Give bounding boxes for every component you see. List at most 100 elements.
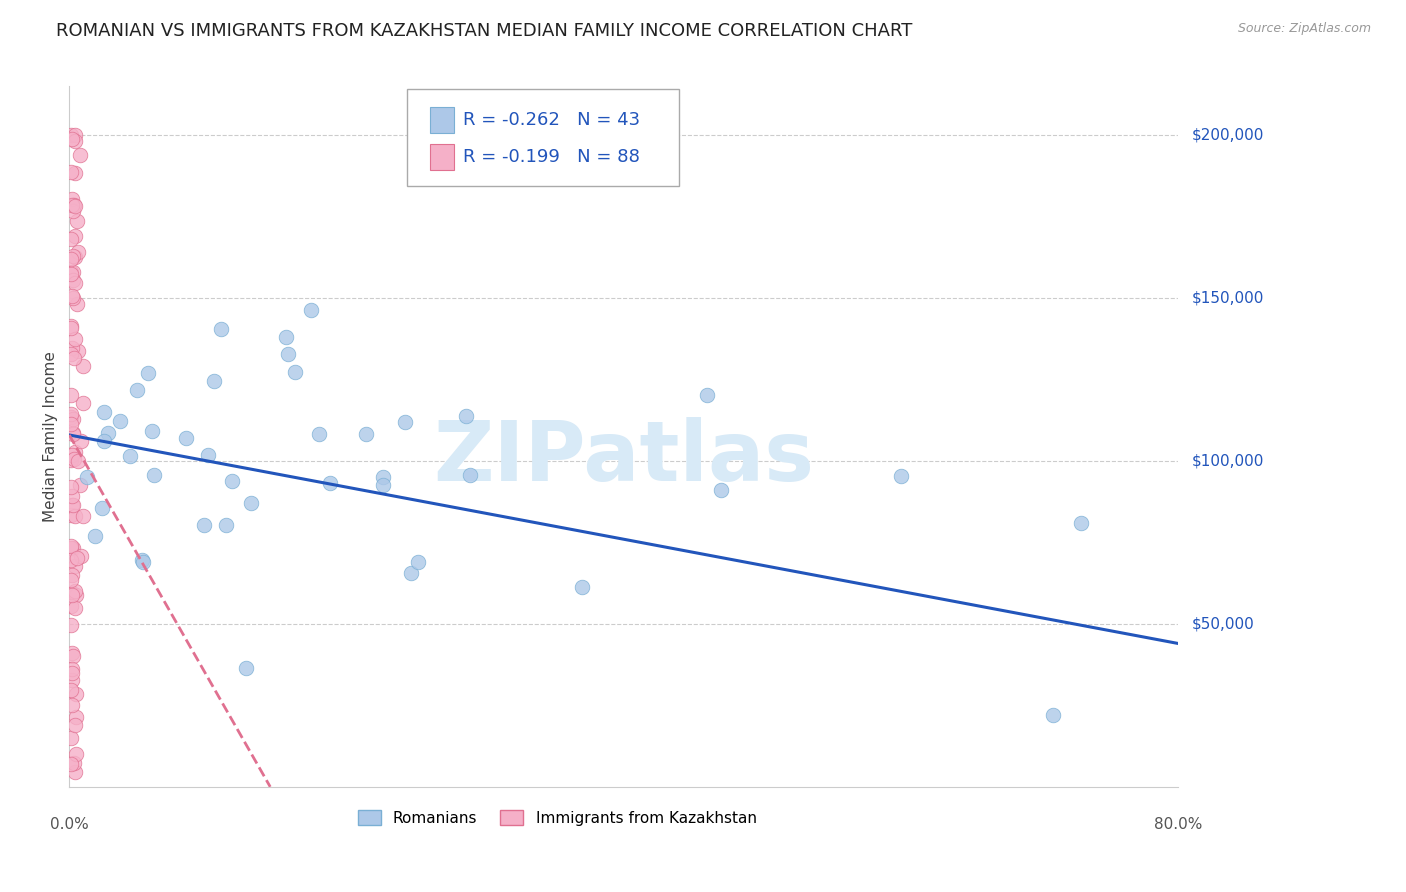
Point <box>131 553 153 567</box>
Point <box>458 468 481 483</box>
Point <box>59 508 82 522</box>
Point <box>62 273 84 287</box>
Point <box>59 387 82 401</box>
Point <box>60 289 83 303</box>
Point <box>59 553 82 567</box>
Point <box>66 454 89 468</box>
Point <box>143 467 166 482</box>
Point <box>93 434 115 448</box>
Point <box>59 573 82 587</box>
Text: $100,000: $100,000 <box>1192 453 1264 468</box>
Point <box>65 558 87 573</box>
Point <box>60 407 83 421</box>
Point <box>93 404 115 418</box>
Point <box>571 581 593 595</box>
Point <box>60 698 83 712</box>
Point <box>60 192 83 206</box>
Point <box>59 480 82 494</box>
Point <box>60 232 83 246</box>
Point <box>62 649 84 664</box>
Point <box>174 431 197 445</box>
Point <box>67 343 90 358</box>
Point <box>1070 516 1092 530</box>
Point <box>65 332 87 346</box>
Bar <box>430 144 454 170</box>
Point <box>59 265 82 279</box>
Point <box>356 426 378 441</box>
Point <box>70 434 93 449</box>
Point <box>371 478 394 492</box>
Point <box>454 409 477 423</box>
Point <box>406 555 429 569</box>
Point <box>60 665 83 680</box>
Point <box>60 757 83 772</box>
Point <box>62 204 84 219</box>
Point <box>63 250 86 264</box>
Point <box>69 148 91 162</box>
Point <box>60 618 83 632</box>
FancyBboxPatch shape <box>408 89 679 186</box>
Point <box>60 673 83 688</box>
Point <box>193 517 215 532</box>
Point <box>299 302 322 317</box>
Point <box>84 529 107 543</box>
Text: 80.0%: 80.0% <box>1154 817 1202 832</box>
Point <box>59 731 82 745</box>
Point <box>63 166 86 180</box>
Text: $50,000: $50,000 <box>1192 616 1254 632</box>
Point <box>108 414 131 428</box>
Point <box>65 710 87 724</box>
Point <box>59 165 82 179</box>
Point <box>60 498 83 512</box>
Point <box>63 228 86 243</box>
Point <box>62 265 84 279</box>
Point <box>141 424 163 438</box>
Point <box>209 322 232 336</box>
Point <box>62 427 84 442</box>
Point <box>235 661 257 675</box>
Point <box>60 409 83 424</box>
Point <box>69 549 91 564</box>
Point <box>63 765 86 780</box>
Point <box>63 276 86 290</box>
Point <box>62 132 84 146</box>
Point <box>59 683 82 698</box>
Point <box>60 588 83 602</box>
Point <box>63 583 86 598</box>
Point <box>1042 708 1064 723</box>
Point <box>394 415 416 429</box>
Bar <box>430 107 454 133</box>
Point <box>62 426 84 441</box>
Point <box>63 508 86 523</box>
Point <box>63 717 86 731</box>
Point <box>72 509 94 524</box>
Point <box>63 351 86 366</box>
Point <box>60 568 83 582</box>
Point <box>66 297 89 311</box>
Point <box>215 518 238 533</box>
Point <box>59 318 82 333</box>
Point <box>371 470 394 484</box>
Point <box>239 496 262 510</box>
Point <box>63 198 86 212</box>
Point <box>59 541 82 555</box>
Point <box>890 468 912 483</box>
Point <box>62 249 84 263</box>
Point <box>62 412 84 426</box>
Point <box>125 383 148 397</box>
Point <box>59 599 82 614</box>
Point <box>59 252 82 267</box>
Point <box>710 483 733 498</box>
Point <box>97 425 120 440</box>
Point <box>65 128 87 143</box>
Point <box>60 341 83 355</box>
Point <box>63 199 86 213</box>
Point <box>65 588 87 602</box>
Point <box>59 268 82 282</box>
Text: $200,000: $200,000 <box>1192 128 1264 143</box>
Point <box>202 374 225 388</box>
Point <box>60 489 83 503</box>
Point <box>62 756 84 771</box>
Point <box>65 134 87 148</box>
Text: R = -0.199   N = 88: R = -0.199 N = 88 <box>463 148 640 166</box>
